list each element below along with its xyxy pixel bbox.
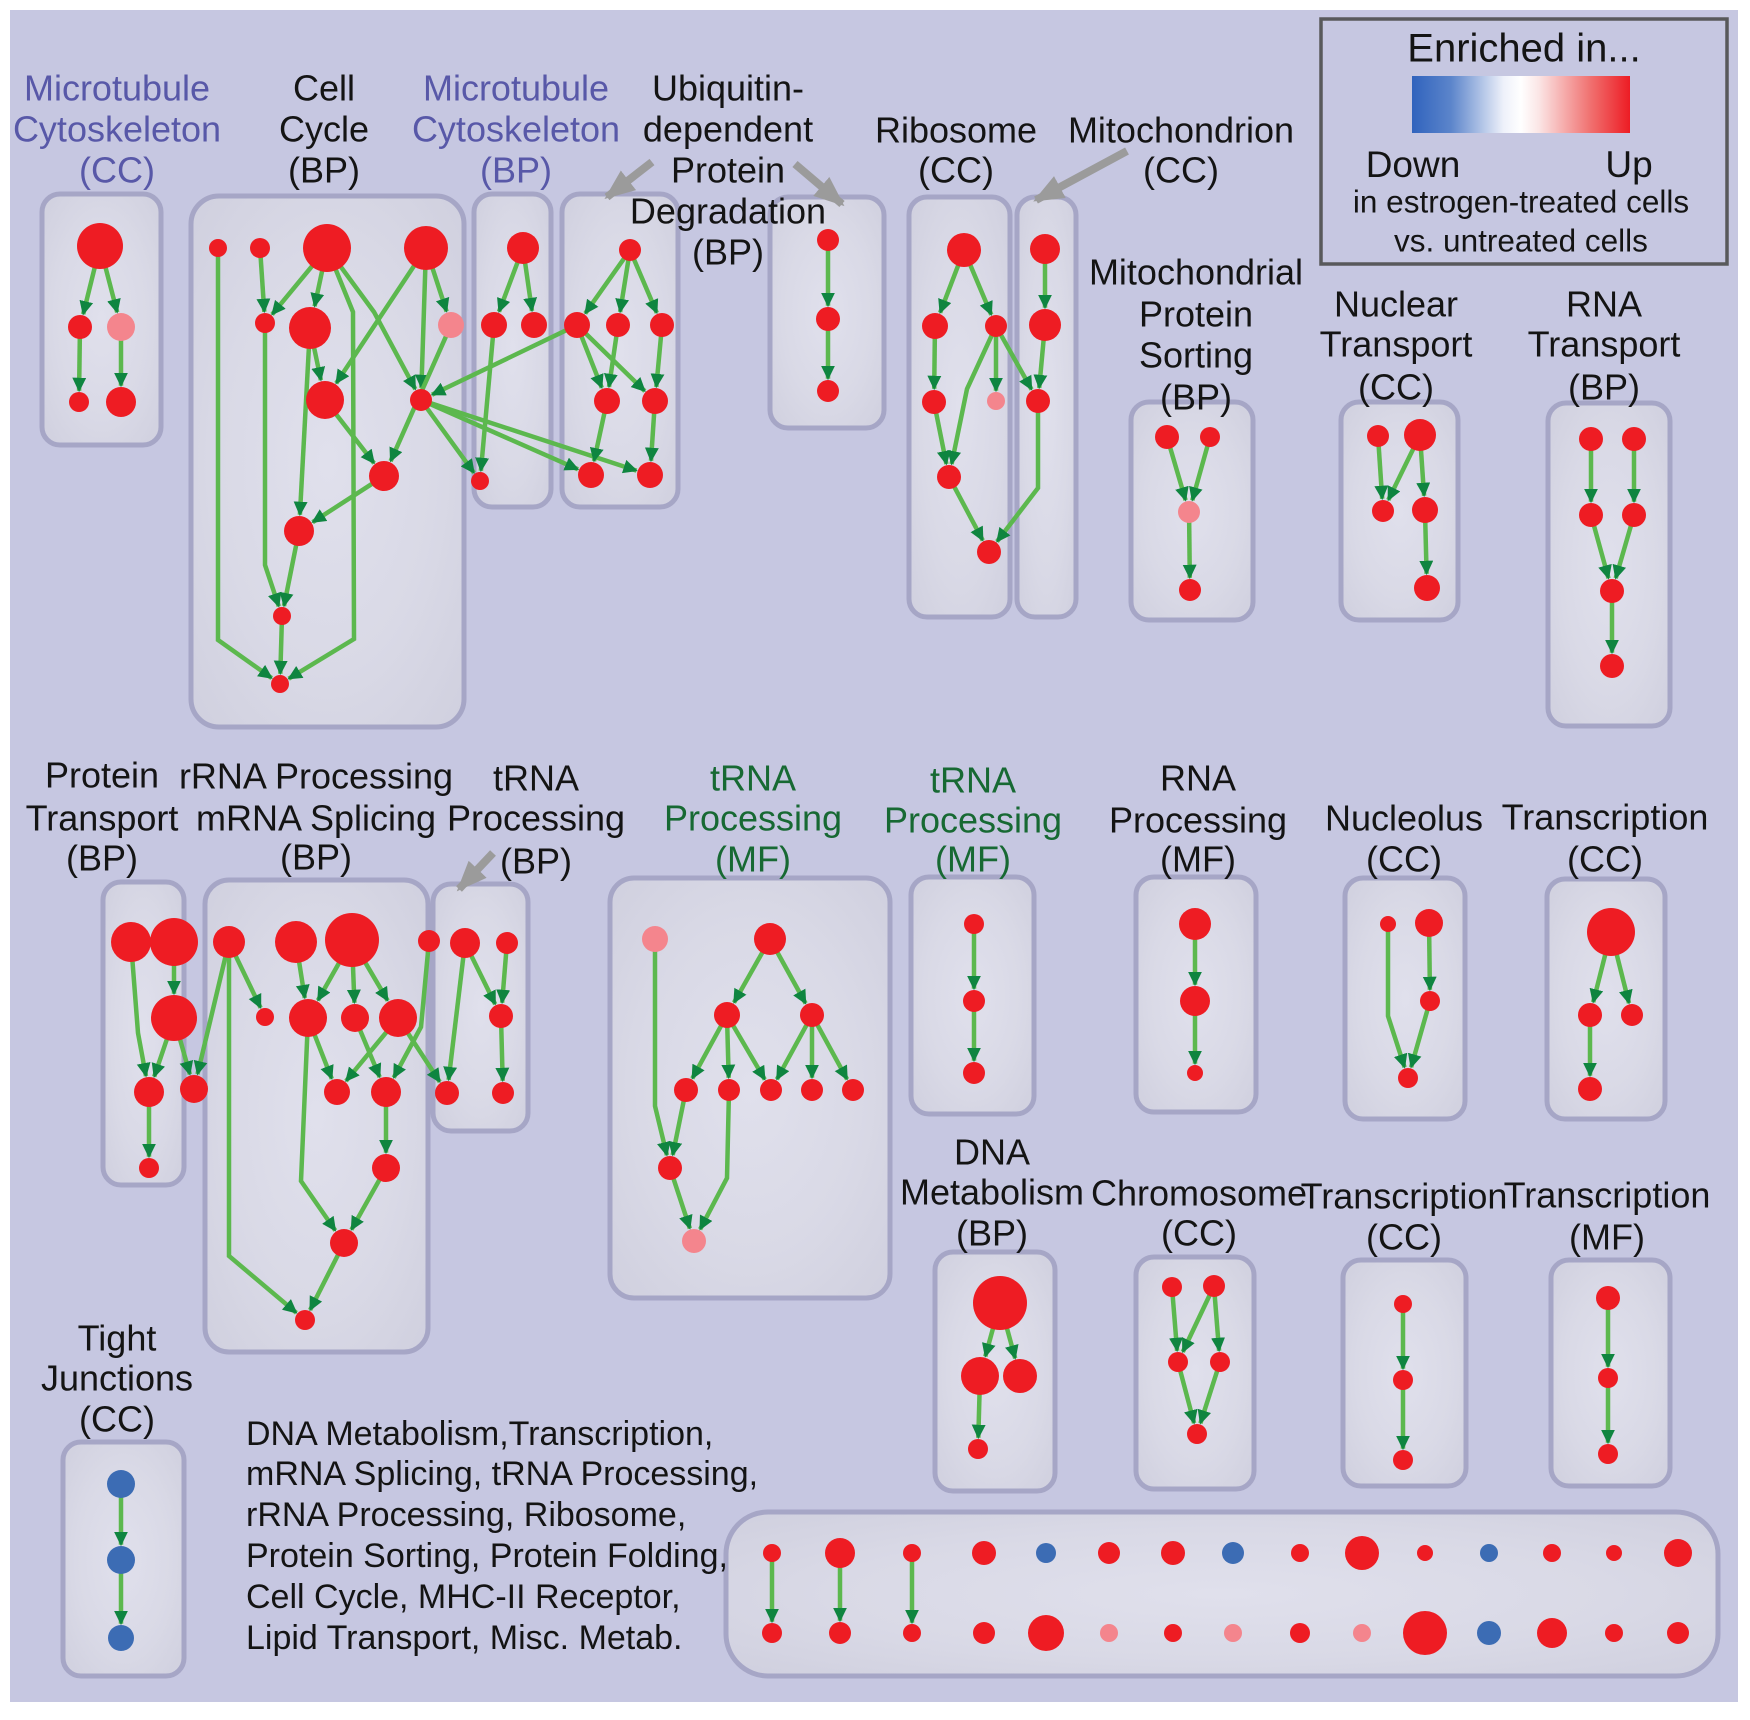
svg-text:(CC): (CC)	[1358, 367, 1434, 408]
svg-text:(BP): (BP)	[66, 838, 138, 879]
svg-text:(BP): (BP)	[480, 150, 552, 191]
svg-text:rRNA Processing, Ribosome,: rRNA Processing, Ribosome,	[246, 1496, 686, 1534]
svg-text:Transport: Transport	[1320, 324, 1473, 365]
svg-text:(CC): (CC)	[1366, 839, 1442, 880]
svg-text:(CC): (CC)	[79, 1399, 155, 1440]
svg-text:(CC): (CC)	[1161, 1213, 1237, 1254]
svg-text:Processing: Processing	[1109, 800, 1287, 841]
svg-text:(CC): (CC)	[1366, 1217, 1442, 1258]
svg-text:(BP): (BP)	[288, 150, 360, 191]
svg-text:Mitochondrion: Mitochondrion	[1068, 110, 1294, 151]
svg-text:(CC): (CC)	[1143, 150, 1219, 191]
svg-text:Up: Up	[1605, 144, 1652, 185]
svg-text:Enriched in...: Enriched in...	[1407, 27, 1640, 71]
svg-text:Transport: Transport	[1528, 324, 1681, 365]
svg-text:(CC): (CC)	[1567, 839, 1643, 880]
svg-text:Cytoskeleton: Cytoskeleton	[13, 109, 221, 150]
svg-text:Down: Down	[1366, 144, 1461, 185]
svg-text:Junctions: Junctions	[41, 1358, 193, 1399]
svg-text:Protein: Protein	[671, 150, 785, 191]
svg-text:(BP): (BP)	[956, 1213, 1028, 1254]
svg-text:Tight: Tight	[78, 1318, 157, 1359]
svg-text:(MF): (MF)	[1569, 1217, 1645, 1258]
svg-text:Nuclear: Nuclear	[1334, 284, 1458, 325]
svg-text:(BP): (BP)	[692, 232, 764, 273]
svg-text:dependent: dependent	[643, 109, 813, 150]
svg-text:RNA: RNA	[1160, 758, 1236, 799]
svg-text:Cell: Cell	[293, 68, 355, 109]
svg-text:Transport: Transport	[26, 798, 179, 839]
svg-text:Lipid Transport, Misc. Metab.: Lipid Transport, Misc. Metab.	[246, 1619, 683, 1657]
svg-text:tRNA: tRNA	[493, 758, 579, 799]
svg-text:RNA: RNA	[1566, 284, 1642, 325]
svg-text:Microtubule: Microtubule	[24, 68, 210, 109]
svg-text:vs. untreated cells: vs. untreated cells	[1394, 222, 1648, 258]
svg-text:(BP): (BP)	[1160, 377, 1232, 418]
svg-text:Cytoskeleton: Cytoskeleton	[412, 109, 620, 150]
svg-text:Cell Cycle, MHC-II Receptor,: Cell Cycle, MHC-II Receptor,	[246, 1578, 681, 1616]
svg-text:Degradation: Degradation	[630, 191, 826, 232]
svg-text:(CC): (CC)	[918, 150, 994, 191]
svg-text:Nucleolus: Nucleolus	[1325, 798, 1483, 839]
svg-text:tRNA: tRNA	[710, 758, 796, 799]
svg-text:(BP): (BP)	[1568, 367, 1640, 408]
svg-text:(MF): (MF)	[935, 839, 1011, 880]
svg-text:Sorting: Sorting	[1139, 335, 1253, 376]
svg-text:Processing: Processing	[884, 800, 1062, 841]
svg-text:Mitochondrial: Mitochondrial	[1089, 252, 1303, 293]
svg-text:Chromosome: Chromosome	[1091, 1173, 1307, 1214]
svg-text:Transcription: Transcription	[1502, 797, 1709, 838]
svg-text:Processing: Processing	[664, 798, 842, 839]
svg-text:tRNA: tRNA	[930, 760, 1016, 801]
svg-text:(BP): (BP)	[280, 837, 352, 878]
svg-text:(MF): (MF)	[1160, 839, 1236, 880]
svg-text:Protein: Protein	[45, 755, 159, 796]
svg-text:Cycle: Cycle	[279, 109, 369, 150]
svg-text:Transcription: Transcription	[1301, 1176, 1508, 1217]
svg-text:(MF): (MF)	[715, 839, 791, 880]
svg-text:Ubiquitin-: Ubiquitin-	[652, 68, 804, 109]
svg-text:rRNA Processing: rRNA Processing	[179, 756, 453, 797]
svg-text:(CC): (CC)	[79, 150, 155, 191]
svg-text:Metabolism: Metabolism	[900, 1172, 1084, 1213]
svg-text:in estrogen-treated cells: in estrogen-treated cells	[1353, 183, 1689, 219]
svg-text:Transcription: Transcription	[1504, 1175, 1711, 1216]
svg-text:Microtubule: Microtubule	[423, 68, 609, 109]
svg-text:DNA: DNA	[954, 1132, 1030, 1173]
svg-text:Ribosome: Ribosome	[875, 110, 1037, 151]
svg-text:Processing: Processing	[447, 798, 625, 839]
svg-text:Protein Sorting, Protein Foldi: Protein Sorting, Protein Folding,	[246, 1537, 728, 1575]
svg-text:DNA Metabolism,Transcription,: DNA Metabolism,Transcription,	[246, 1415, 713, 1453]
svg-text:mRNA Splicing, tRNA Processing: mRNA Splicing, tRNA Processing,	[246, 1455, 758, 1493]
svg-text:Protein: Protein	[1139, 294, 1253, 335]
svg-text:mRNA Splicing: mRNA Splicing	[196, 798, 436, 839]
svg-text:(BP): (BP)	[500, 841, 572, 882]
